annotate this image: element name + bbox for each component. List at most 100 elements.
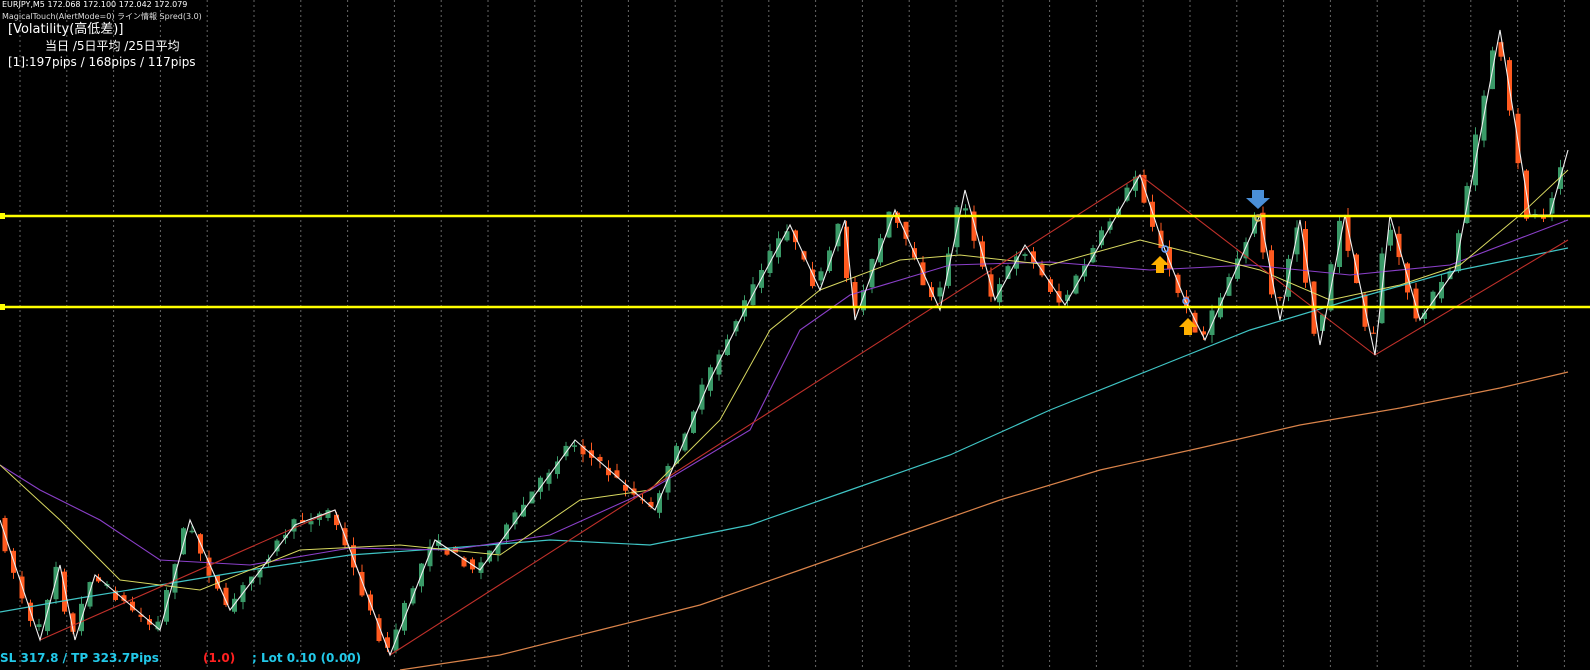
candle-body	[121, 595, 127, 601]
candle-body	[827, 250, 832, 272]
candle-body	[844, 226, 849, 279]
candle-body	[895, 212, 900, 223]
candle-body	[920, 262, 926, 286]
candle-body	[478, 562, 484, 573]
candle-body	[461, 557, 467, 567]
candle-body	[691, 411, 696, 433]
candle-body	[495, 544, 501, 554]
candle-body	[359, 571, 365, 596]
candle-body	[529, 491, 535, 504]
symbol-info: EURJPY,M5 172.068 172.100 172.042 172.07…	[2, 0, 188, 9]
candle-body	[572, 445, 577, 447]
buy-arrow	[1179, 318, 1197, 335]
candle-body	[308, 521, 314, 525]
candle-body	[376, 618, 382, 642]
candle-body	[580, 445, 586, 455]
trend-line	[39, 174, 1569, 656]
candle-body	[138, 614, 144, 617]
volatility-values: [1]:197pips / 168pips / 117pips	[8, 55, 196, 69]
candle-body	[1252, 215, 1257, 234]
ma-long	[399, 371, 1569, 670]
candle-body	[96, 577, 101, 582]
candle-body	[963, 208, 968, 211]
candle-body	[385, 637, 390, 648]
candle-body	[504, 524, 509, 540]
candle-body	[1005, 266, 1011, 279]
candles	[2, 41, 1563, 654]
buy-arrow	[1151, 256, 1169, 273]
candle-body	[1107, 221, 1113, 230]
candle-body	[512, 512, 518, 525]
candle-body	[1430, 291, 1436, 309]
candle-body	[172, 564, 178, 593]
candle-body	[274, 540, 280, 552]
candle-body	[1294, 227, 1300, 255]
candle-body	[1345, 215, 1351, 251]
candle-body	[351, 545, 356, 568]
candle-body	[614, 470, 620, 478]
candle-body	[1388, 229, 1393, 246]
candle-body	[300, 519, 305, 523]
candle-body	[62, 571, 67, 612]
candle-body	[657, 493, 662, 513]
level-handle[interactable]	[0, 213, 5, 219]
candle-body	[835, 223, 841, 247]
candle-body	[181, 528, 186, 555]
candle-body	[249, 576, 254, 584]
candle-body	[997, 284, 1002, 303]
candle-body	[1090, 248, 1096, 263]
signal-dot	[1161, 245, 1169, 253]
candle-body	[53, 566, 59, 600]
candle-body	[733, 321, 739, 332]
candle-body	[325, 510, 331, 518]
level-handle[interactable]	[0, 304, 5, 310]
candle-body	[886, 211, 892, 238]
candle-body	[1422, 312, 1427, 319]
indicator-info: MagicalTouch(AlertMode=0) ライン情報 Spred(3.…	[2, 12, 202, 21]
candle-body	[487, 550, 492, 562]
candle-body	[1413, 288, 1419, 319]
candle-body	[903, 221, 909, 239]
candle-body	[742, 300, 747, 317]
candle-body	[1201, 331, 1206, 335]
candle-body	[1371, 332, 1376, 334]
candle-body	[563, 445, 569, 457]
ma-purple	[0, 219, 1569, 566]
candle-body	[1277, 297, 1283, 299]
candle-body	[1320, 314, 1325, 331]
ma-yellow	[0, 169, 1569, 591]
candle-body	[1167, 247, 1172, 270]
candle-body	[1235, 258, 1240, 279]
candle-body	[640, 499, 645, 501]
candle-body	[223, 587, 229, 606]
volatility-heading: 当日 /5日平均 /25日平均	[45, 39, 180, 53]
candle-body	[1243, 242, 1249, 259]
candle-body	[538, 477, 543, 492]
candle-body	[70, 613, 76, 632]
candle-body	[155, 621, 161, 630]
candle-body	[937, 287, 943, 297]
candle-body	[810, 269, 815, 287]
risk-ratio: (1.0)	[203, 651, 236, 665]
candle-body	[1099, 230, 1104, 246]
candle-body	[623, 484, 628, 491]
candle-body	[1065, 294, 1070, 301]
candle-body	[1048, 279, 1053, 292]
candle-body	[648, 501, 654, 507]
candle-body	[1447, 271, 1453, 280]
candle-body	[971, 211, 977, 241]
candle-body	[1022, 254, 1028, 256]
candle-body	[784, 231, 790, 241]
sell-arrow	[1246, 190, 1270, 209]
candle-body	[674, 446, 679, 464]
candle-body	[716, 354, 722, 375]
candle-body	[36, 624, 42, 627]
signal-dot	[1254, 214, 1262, 222]
candle-body	[427, 546, 433, 567]
volatility-title: [Volatility(高低差)]	[8, 22, 124, 37]
candle-body	[546, 472, 552, 484]
candle-body	[597, 456, 603, 462]
candle-body	[852, 282, 858, 308]
candle-body	[725, 339, 730, 356]
